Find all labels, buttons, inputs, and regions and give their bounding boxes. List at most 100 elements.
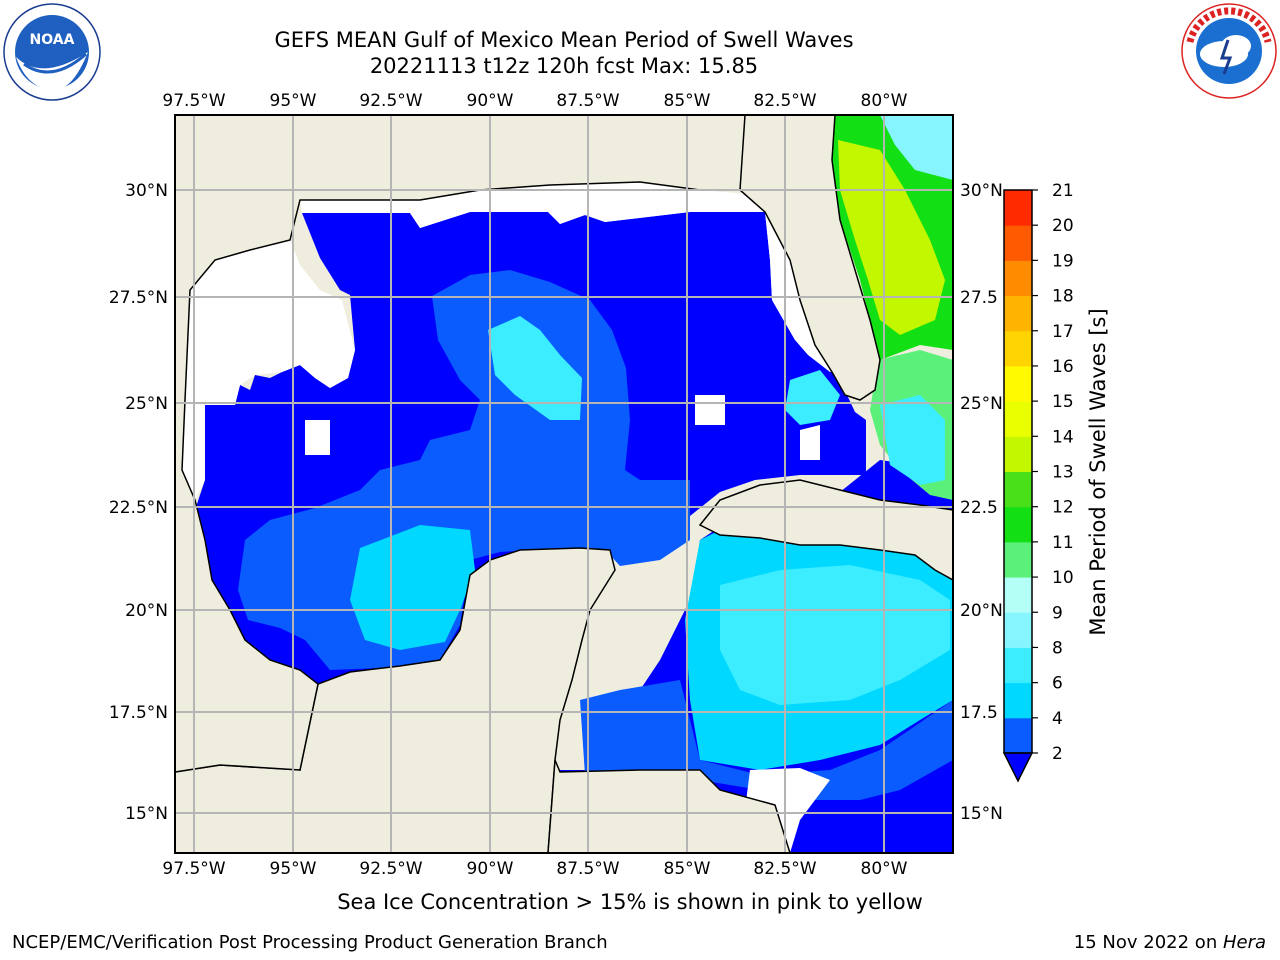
lat-label: 15°N <box>960 804 1003 824</box>
colorbar-tick-label: 20 <box>1052 216 1074 236</box>
colorbar-tick-label: 16 <box>1052 357 1074 377</box>
lon-label: 85°W <box>664 859 711 879</box>
straits-cyan-region <box>785 370 840 425</box>
map-title: GEFS MEAN Gulf of Mexico Mean Period of … <box>274 28 854 52</box>
colorbar-swatch <box>1004 330 1032 367</box>
colorbar-tick-label: 10 <box>1052 568 1074 588</box>
colorbar-swatch <box>1004 541 1032 578</box>
colorbar-tick-label: 9 <box>1052 603 1063 623</box>
colorbar-tick-label: 18 <box>1052 287 1074 307</box>
lat-labels-right: 30°N 27.5 25°N 22.5 20°N 17.5 15°N <box>960 181 1003 824</box>
gulf-cyan-region <box>350 525 475 650</box>
colorbar-tick-label: 21 <box>1052 181 1074 201</box>
colorbar-under-arrow <box>1002 752 1034 783</box>
lon-label: 92.5°W <box>359 859 422 879</box>
lon-label: 82.5°W <box>753 91 816 111</box>
colorbar-tick-label: 17 <box>1052 322 1074 342</box>
footer-host: Hera <box>1222 932 1266 953</box>
lat-label: 17.5 <box>960 703 998 723</box>
atlantic-yellowgreen-region <box>838 140 945 335</box>
graticule <box>175 115 953 853</box>
footer-date: 15 Nov 2022 on Hera <box>1074 932 1266 953</box>
lat-label: 25°N <box>125 394 168 414</box>
lon-label: 95°W <box>270 91 317 111</box>
missing-data-west-florida <box>765 212 840 372</box>
colorbar: 2 4 6 8 9 10 11 12 13 14 15 16 17 18 19 20 21 <box>1002 181 1074 783</box>
lon-label: 87.5°W <box>556 91 619 111</box>
lat-label: 25°N <box>960 394 1003 414</box>
missing-data-patch <box>305 420 330 455</box>
colorbar-tick-label: 13 <box>1052 463 1074 483</box>
noaa-logo-text: NOAA <box>30 32 75 48</box>
lon-label: 85°W <box>664 91 711 111</box>
lat-label: 27.5°N <box>109 288 168 308</box>
caribbean-lightcyan-region <box>720 565 950 705</box>
colorbar-swatch <box>1004 471 1032 508</box>
colorbar-tick-label: 15 <box>1052 392 1074 412</box>
lon-label: 90°W <box>467 859 514 879</box>
lat-label: 27.5 <box>960 288 998 308</box>
caption: Sea Ice Concentration > 15% is shown in … <box>337 890 923 914</box>
lon-label: 97.5°W <box>162 859 225 879</box>
colorbar-tick-label: 14 <box>1052 427 1074 447</box>
nws-logo <box>1181 3 1277 99</box>
colorbar-swatch <box>1004 401 1032 437</box>
colorbar-swatch <box>1004 717 1032 754</box>
lon-label: 97.5°W <box>162 91 225 111</box>
cuba-land <box>698 479 953 581</box>
colorbar-swatch <box>1004 682 1032 719</box>
florida-land <box>739 115 881 401</box>
map-subtitle: 20221113 t12z 120h fcst Max: 15.85 <box>369 54 759 78</box>
lat-label: 30°N <box>125 181 168 201</box>
lon-label: 90°W <box>467 91 514 111</box>
map-area <box>175 115 953 853</box>
colorbar-tick-label: 12 <box>1052 498 1074 518</box>
footer-date-text: 15 Nov 2022 on <box>1073 932 1223 953</box>
lat-label: 20°N <box>960 601 1003 621</box>
noaa-logo: NOAA <box>3 3 101 101</box>
colorbar-tick-label: 11 <box>1052 533 1074 553</box>
colorbar-swatch <box>1004 506 1032 543</box>
gulf-lightcyan-region <box>488 316 582 420</box>
colorbar-swatch <box>1004 436 1032 472</box>
map-frame <box>174 114 954 854</box>
lon-labels-bottom: 97.5°W 95°W 92.5°W 90°W 87.5°W 85°W 82.5… <box>162 859 907 879</box>
lon-label: 92.5°W <box>359 91 422 111</box>
lat-labels-left: 30°N 27.5°N 25°N 22.5°N 20°N 17.5°N 15°N <box>109 181 168 824</box>
colorbar-swatch <box>1004 365 1032 402</box>
colorbar-swatch <box>1004 225 1032 261</box>
colorbar-swatch <box>1004 577 1032 613</box>
lon-label: 95°W <box>270 859 317 879</box>
colorbar-tick-label: 6 <box>1052 674 1063 694</box>
colorbar-swatch <box>1004 647 1032 684</box>
bahamas-cyan-region <box>880 395 945 485</box>
footer-credit: NCEP/EMC/Verification Post Processing Pr… <box>12 932 608 953</box>
colorbar-tick-label: 4 <box>1052 709 1063 729</box>
lat-label: 20°N <box>125 601 168 621</box>
lon-label: 87.5°W <box>556 859 619 879</box>
lat-label: 22.5°N <box>109 498 168 518</box>
lat-label: 17.5°N <box>109 703 168 723</box>
atlantic-lightcyan-region <box>880 115 953 180</box>
lon-label: 80°W <box>861 91 908 111</box>
lon-label: 80°W <box>861 859 908 879</box>
honduras-land <box>547 759 791 853</box>
colorbar-tick-label: 2 <box>1052 744 1063 764</box>
lon-label: 82.5°W <box>753 859 816 879</box>
colorbar-label: Mean Period of Swell Waves [s] <box>1086 308 1110 635</box>
colorbar-swatch <box>1004 260 1032 297</box>
colorbar-swatch <box>1004 295 1032 332</box>
gulf-blue-region <box>238 270 690 670</box>
missing-data-north-gulf <box>300 182 770 228</box>
missing-data-patch <box>695 395 725 425</box>
lat-label: 22.5 <box>960 498 998 518</box>
lat-label: 30°N <box>960 181 1003 201</box>
lat-label: 15°N <box>125 804 168 824</box>
missing-data-west-gulf <box>182 240 355 500</box>
colorbar-tick-label: 19 <box>1052 251 1074 271</box>
missing-data-yucatan-coast <box>800 425 820 460</box>
colorbar-swatch <box>1004 612 1032 648</box>
lon-labels-top: 97.5°W 95°W 92.5°W 90°W 87.5°W 85°W 82.5… <box>162 91 907 111</box>
colorbar-tick-label: 8 <box>1052 638 1063 658</box>
